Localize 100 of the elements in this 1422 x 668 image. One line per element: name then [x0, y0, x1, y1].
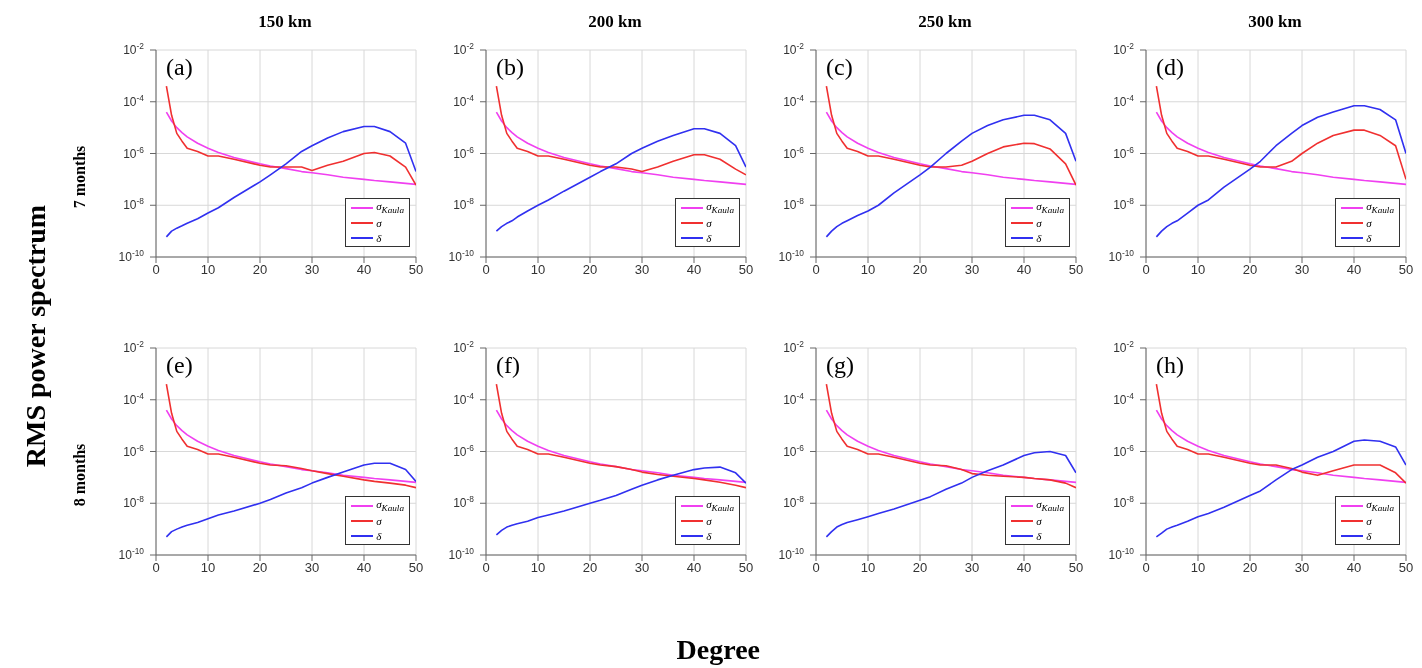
x-tick-label: 10 [860, 262, 876, 278]
line-series [495, 128, 746, 232]
legend-label: δ [706, 529, 712, 542]
line-series [165, 85, 416, 186]
x-tick-label: 50 [1398, 560, 1414, 576]
legend-label: σ$_{Kaula}$ [376, 497, 404, 514]
legend-label: δ [1366, 529, 1372, 542]
y-tick-label: 10$^{-2}$ [1113, 41, 1135, 57]
line-series [825, 111, 1076, 186]
x-tick-label: 50 [1068, 262, 1084, 278]
y-tick-label: 10$^{-4}$ [123, 92, 145, 109]
line-series [165, 409, 416, 484]
y-tick-label: 10$^{-2}$ [453, 41, 475, 57]
y-tick-label: 10$^{-4}$ [783, 92, 805, 109]
y-tick-label: 10$^{-4}$ [453, 390, 475, 407]
x-tick-label: 40 [1016, 560, 1032, 576]
x-axis-title: Degree [675, 634, 760, 666]
x-tick-label: 40 [686, 262, 702, 278]
y-tick-label: 10$^{-8}$ [1113, 494, 1135, 511]
legend-label: σ [1366, 514, 1372, 527]
legend-label: σ$_{Kaula}$ [376, 199, 404, 216]
x-tick-label: 30 [1294, 560, 1310, 576]
x-tick-label: 30 [634, 560, 650, 576]
x-tick-label: 20 [582, 560, 598, 576]
legend-label: σ [376, 514, 382, 527]
y-tick-label: 10$^{-8}$ [783, 196, 805, 213]
line-series [495, 383, 746, 489]
x-tick-label: 50 [408, 262, 424, 278]
y-tick-label: 10$^{-2}$ [783, 339, 805, 355]
y-tick-label: 10$^{-10}$ [1108, 248, 1135, 264]
text: 7 months [71, 145, 89, 209]
line-series [495, 409, 746, 484]
x-tick-label: 50 [738, 262, 754, 278]
line-series [165, 383, 416, 489]
line-series [165, 111, 416, 186]
y-tick-label: 10$^{-6}$ [453, 144, 475, 161]
line-series [825, 450, 1076, 538]
annotation: (e) [166, 352, 193, 379]
line-series [1155, 409, 1406, 484]
x-tick-label: 30 [964, 262, 980, 278]
x-tick-label: 30 [1294, 262, 1310, 278]
x-tick-label: 40 [356, 262, 372, 278]
x-tick-label: 50 [738, 560, 754, 576]
chart-title: 200 km [587, 12, 643, 32]
line-series [825, 85, 1076, 186]
line-series [495, 85, 746, 176]
legend-label: δ [1036, 231, 1042, 244]
x-tick-label: 30 [964, 560, 980, 576]
legend-label: σ [706, 514, 712, 527]
legend-label: σ$_{Kaula}$ [1366, 199, 1394, 216]
x-tick-label: 0 [812, 560, 820, 576]
x-tick-label: 20 [912, 262, 928, 278]
y-tick-label: 10$^{-8}$ [453, 494, 475, 511]
y-tick-label: 10$^{-2}$ [1113, 339, 1135, 355]
y-tick-label: 10$^{-2}$ [783, 41, 805, 57]
x-tick-label: 10 [1190, 560, 1206, 576]
line-series [1155, 383, 1406, 484]
legend-label: δ [706, 231, 712, 244]
y-tick-label: 10$^{-10}$ [448, 546, 475, 562]
x-tick-label: 50 [408, 560, 424, 576]
legend-label: σ$_{Kaula}$ [1036, 199, 1064, 216]
x-tick-label: 30 [304, 262, 320, 278]
x-tick-label: 50 [1068, 560, 1084, 576]
y-tick-label: 10$^{-8}$ [783, 494, 805, 511]
legend-label: σ [376, 216, 382, 229]
legend-label: δ [376, 231, 382, 244]
y-tick-label: 10$^{-4}$ [1113, 92, 1135, 109]
legend-label: σ [1366, 216, 1372, 229]
x-tick-label: 10 [530, 560, 546, 576]
x-tick-label: 0 [152, 262, 160, 278]
x-tick-label: 40 [1016, 262, 1032, 278]
y-tick-label: 10$^{-4}$ [783, 390, 805, 407]
legend-label: σ$_{Kaula}$ [1036, 497, 1064, 514]
y-tick-label: 10$^{-6}$ [783, 144, 805, 161]
line-series [1155, 439, 1406, 538]
x-tick-label: 50 [1398, 262, 1414, 278]
line-series [495, 111, 746, 186]
x-tick-label: 0 [152, 560, 160, 576]
chart-title: 250 km [917, 12, 973, 32]
legend-label: δ [1036, 529, 1042, 542]
y-tick-label: 10$^{-2}$ [123, 41, 145, 57]
x-tick-label: 30 [304, 560, 320, 576]
annotation: (a) [166, 54, 193, 81]
x-tick-label: 20 [252, 560, 268, 576]
legend-label: σ [1036, 514, 1042, 527]
x-tick-label: 30 [634, 262, 650, 278]
annotation: (d) [1156, 54, 1184, 81]
annotation: (b) [496, 54, 524, 81]
legend-label: σ [706, 216, 712, 229]
y-tick-label: 10$^{-10}$ [448, 248, 475, 264]
y-tick-label: 10$^{-4}$ [1113, 390, 1135, 407]
x-tick-label: 0 [1142, 560, 1150, 576]
y-tick-label: 10$^{-6}$ [123, 144, 145, 161]
x-tick-label: 10 [860, 560, 876, 576]
y-tick-label: 10$^{-8}$ [1113, 196, 1135, 213]
legend-label: σ$_{Kaula}$ [706, 199, 734, 216]
y-tick-label: 10$^{-10}$ [1108, 546, 1135, 562]
line-series [825, 383, 1076, 489]
annotation: (g) [826, 352, 854, 379]
line-series [165, 462, 416, 538]
